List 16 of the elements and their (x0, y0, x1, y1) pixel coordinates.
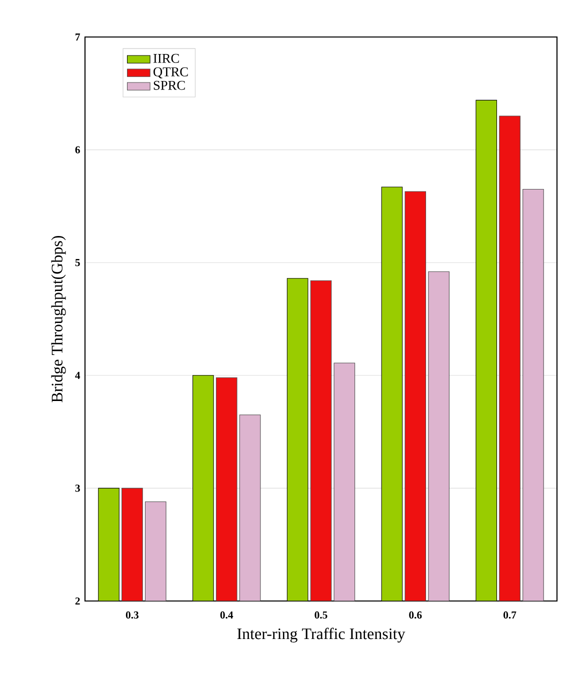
y-tick-label: 7 (76, 34, 80, 40)
y-axis-title: Bridge Throughput(Gbps) (51, 236, 66, 402)
y-tick-label: 3 (75, 484, 80, 492)
legend-label: QTRC (154, 67, 188, 78)
x-tick-label: 0.3 (126, 611, 139, 619)
x-tick-label: 0.6 (409, 611, 422, 619)
y-tick-label: 2 (75, 597, 80, 605)
legend-label: IIRC (153, 54, 179, 63)
x-tick-label: 0.5 (314, 611, 328, 619)
y-tick-label: 6 (75, 146, 80, 154)
y-tick-label: 4 (75, 372, 80, 379)
x-axis-title: Inter-ring Traffic Intensity (237, 628, 406, 643)
x-tick-label: 0.4 (220, 611, 234, 619)
x-tick-label: 0.7 (504, 611, 516, 619)
y-tick-label: 5 (75, 259, 80, 266)
legend-label: SPRC (154, 80, 185, 90)
